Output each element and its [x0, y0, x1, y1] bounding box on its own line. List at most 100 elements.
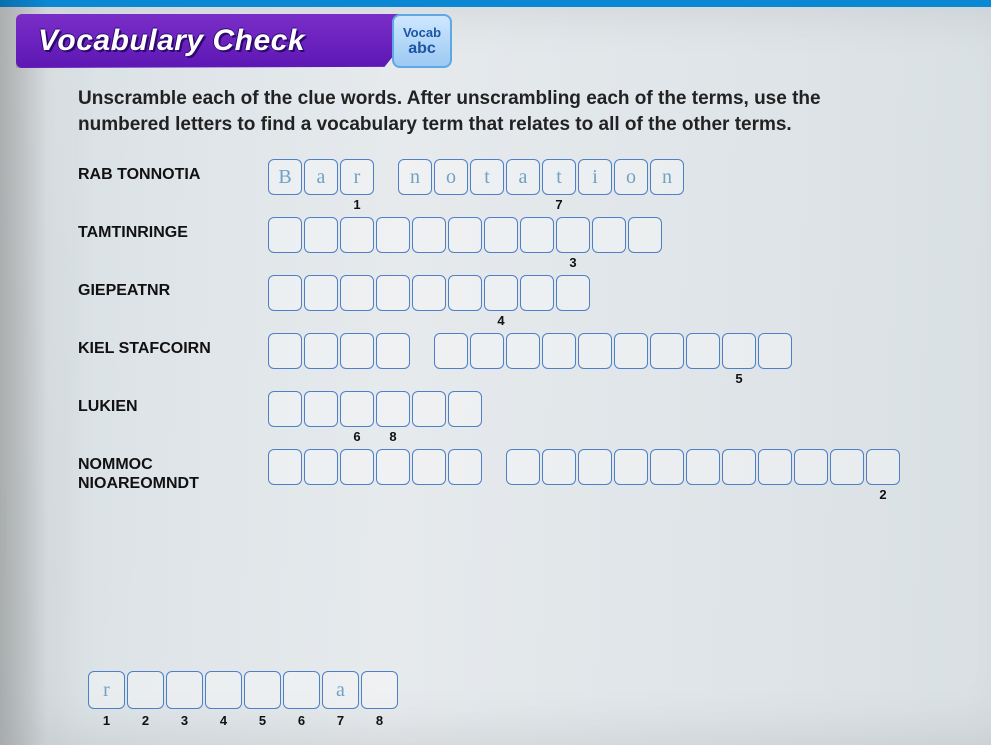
word-boxes: Bar1notat7ion	[268, 159, 686, 195]
letter-box[interactable]	[412, 217, 446, 253]
answer-boxes: r123456a78	[88, 671, 400, 709]
box-number-label: 2	[867, 487, 899, 502]
worksheet-page: Vocabulary Check Vocab abc Unscramble ea…	[0, 0, 991, 745]
letter-box[interactable]	[268, 391, 302, 427]
letter-box[interactable]: a	[304, 159, 338, 195]
letter-box[interactable]	[448, 391, 482, 427]
letter-box[interactable]	[470, 333, 504, 369]
letter-box[interactable]: i	[578, 159, 612, 195]
letter-box[interactable]	[542, 333, 576, 369]
letter-box[interactable]	[686, 333, 720, 369]
letter-box[interactable]	[268, 333, 302, 369]
letter-box[interactable]	[556, 275, 590, 311]
letter-box[interactable]: 4	[205, 671, 242, 709]
letter-box[interactable]: 6	[340, 391, 374, 427]
box-number-label: 8	[377, 429, 409, 444]
letter-box[interactable]: r1	[88, 671, 125, 709]
letter-box[interactable]	[830, 449, 864, 485]
word-boxes: 68	[268, 391, 484, 427]
letter-box[interactable]	[650, 333, 684, 369]
letter-box[interactable]: 3	[556, 217, 590, 253]
letter-box[interactable]	[412, 449, 446, 485]
letter-box[interactable]	[340, 333, 374, 369]
letter-box[interactable]	[578, 449, 612, 485]
letter-box[interactable]	[520, 275, 554, 311]
clue-row: TAMTINRINGE3	[78, 217, 961, 253]
letter-box[interactable]	[448, 275, 482, 311]
letter-box[interactable]	[758, 333, 792, 369]
letter-box[interactable]	[520, 217, 554, 253]
letter-box[interactable]	[506, 333, 540, 369]
letter-box[interactable]: 5	[244, 671, 281, 709]
letter-box[interactable]: t	[470, 159, 504, 195]
letter-box[interactable]	[650, 449, 684, 485]
letter-box[interactable]: r1	[340, 159, 374, 195]
letter-box[interactable]: 8	[361, 671, 398, 709]
letter-box[interactable]	[758, 449, 792, 485]
letter-box[interactable]	[722, 449, 756, 485]
letter-box[interactable]	[628, 217, 662, 253]
letter-box[interactable]	[614, 333, 648, 369]
letter-box[interactable]	[376, 449, 410, 485]
clue-row: RAB TONNOTIABar1notat7ion	[78, 159, 961, 195]
letter-box[interactable]: t7	[542, 159, 576, 195]
box-number-label: 7	[543, 197, 575, 212]
letter-box[interactable]	[412, 275, 446, 311]
box-number-label: 1	[89, 713, 124, 728]
letter-box[interactable]: o	[434, 159, 468, 195]
letter-box[interactable]: B	[268, 159, 302, 195]
letter-box[interactable]: a7	[322, 671, 359, 709]
clue-row: GIEPEATNR4	[78, 275, 961, 311]
letter-box[interactable]	[412, 391, 446, 427]
word-boxes: 5	[268, 333, 794, 369]
box-number-label: 3	[167, 713, 202, 728]
top-blue-strip	[0, 0, 991, 7]
letter-box[interactable]: 2	[866, 449, 900, 485]
letter-box[interactable]	[304, 391, 338, 427]
letter-box[interactable]	[794, 449, 828, 485]
letter-box[interactable]	[268, 275, 302, 311]
letter-box[interactable]	[578, 333, 612, 369]
letter-box[interactable]	[376, 333, 410, 369]
box-number-label: 6	[341, 429, 373, 444]
letter-box[interactable]	[592, 217, 626, 253]
letter-box[interactable]	[376, 275, 410, 311]
letter-box[interactable]: 3	[166, 671, 203, 709]
letter-box[interactable]	[340, 217, 374, 253]
letter-box[interactable]: n	[398, 159, 432, 195]
letter-box[interactable]	[340, 275, 374, 311]
letter-box[interactable]: 8	[376, 391, 410, 427]
letter-box[interactable]	[268, 449, 302, 485]
letter-box[interactable]	[542, 449, 576, 485]
letter-box[interactable]: 5	[722, 333, 756, 369]
letter-box[interactable]: 6	[283, 671, 320, 709]
letter-box[interactable]: n	[650, 159, 684, 195]
vocab-tag-top: Vocab	[403, 26, 441, 39]
letter-box[interactable]	[340, 449, 374, 485]
letter-box[interactable]: o	[614, 159, 648, 195]
letter-box[interactable]	[614, 449, 648, 485]
instructions-text: Unscramble each of the clue words. After…	[78, 86, 908, 137]
letter-box[interactable]	[304, 275, 338, 311]
letter-box[interactable]: 4	[484, 275, 518, 311]
word-boxes: 2	[268, 449, 902, 485]
box-number-label: 7	[323, 713, 358, 728]
box-number-label: 3	[557, 255, 589, 270]
letter-box[interactable]	[484, 217, 518, 253]
letter-box[interactable]	[506, 449, 540, 485]
spine-shadow	[0, 0, 48, 745]
letter-box[interactable]: a	[506, 159, 540, 195]
letter-box[interactable]	[448, 449, 482, 485]
box-number-label: 8	[362, 713, 397, 728]
letter-box[interactable]	[304, 449, 338, 485]
letter-box[interactable]	[448, 217, 482, 253]
clue-rows-container: RAB TONNOTIABar1notat7ionTAMTINRINGE3GIE…	[78, 159, 961, 493]
clue-row: NOMMOC NIOAREOMNDT2	[78, 449, 961, 493]
letter-box[interactable]	[686, 449, 720, 485]
letter-box[interactable]	[304, 333, 338, 369]
letter-box[interactable]	[304, 217, 338, 253]
letter-box[interactable]	[268, 217, 302, 253]
letter-box[interactable]: 2	[127, 671, 164, 709]
letter-box[interactable]	[376, 217, 410, 253]
letter-box[interactable]	[434, 333, 468, 369]
